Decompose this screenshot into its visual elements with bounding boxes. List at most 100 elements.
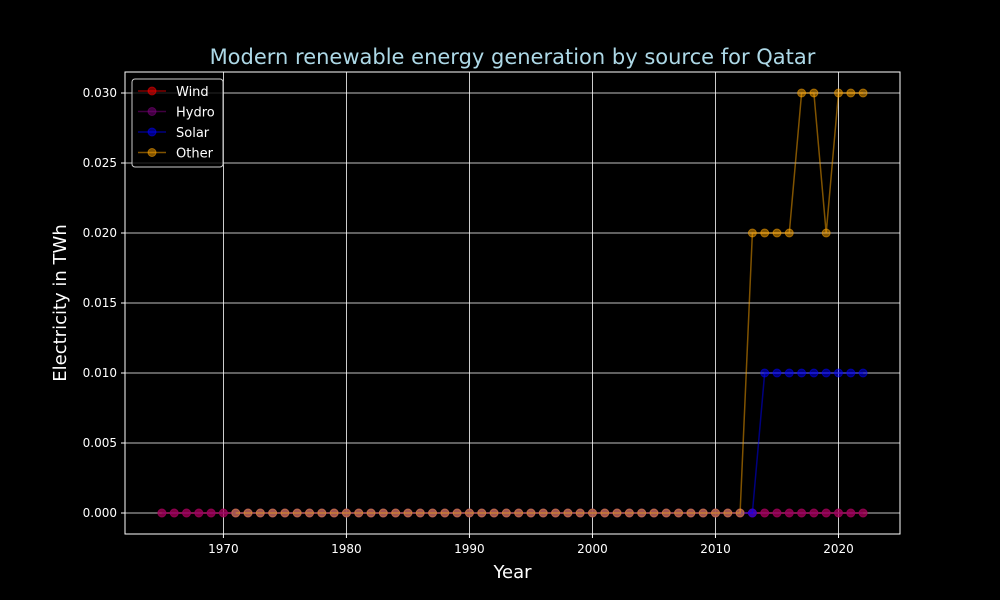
point-solar-2016 [784, 368, 794, 378]
point-other-2015 [772, 228, 782, 238]
point-other-2007 [674, 508, 684, 518]
point-other-2018 [809, 88, 819, 98]
legend-box [131, 78, 224, 168]
point-other-1980 [341, 508, 351, 518]
point-hydro-1969 [206, 508, 216, 518]
legend-label-wind: Wind [176, 85, 209, 100]
point-other-2010 [710, 508, 720, 518]
point-other-1989 [452, 508, 462, 518]
y-tick-label-3: 0.015 [83, 296, 117, 310]
point-solar-2020 [833, 368, 843, 378]
point-hydro-2019 [821, 508, 831, 518]
legend-marker-other [147, 148, 157, 157]
point-other-1997 [551, 508, 561, 518]
point-hydro-1966 [169, 508, 179, 518]
y-axis-title: Electricity in TWh [50, 224, 71, 381]
point-other-2014 [760, 228, 770, 238]
x-tick-label-4: 2010 [700, 542, 731, 556]
point-other-1991 [477, 508, 487, 518]
series-layer [157, 88, 868, 518]
point-other-2013 [747, 228, 757, 238]
point-other-2019 [821, 228, 831, 238]
point-other-1996 [538, 508, 548, 518]
point-other-1994 [514, 508, 524, 518]
point-other-1977 [305, 508, 315, 518]
point-other-1984 [391, 508, 401, 518]
point-other-2021 [846, 88, 856, 98]
point-solar-2019 [821, 368, 831, 378]
series-other [231, 88, 868, 518]
y-tick-label-4: 0.020 [83, 226, 117, 240]
chart-title: Modern renewable energy generation by so… [210, 45, 816, 69]
point-other-1992 [489, 508, 499, 518]
point-other-1990 [464, 508, 474, 518]
point-other-1975 [280, 508, 290, 518]
point-other-2008 [686, 508, 696, 518]
series-line-other [235, 92, 864, 514]
point-hydro-2015 [772, 508, 782, 518]
legend-marker-wind [147, 86, 157, 96]
point-solar-2014 [760, 368, 770, 378]
y-tick-label-2: 0.010 [83, 366, 117, 380]
y-tick-label-0: 0.000 [83, 506, 117, 520]
point-other-1988 [440, 508, 450, 518]
point-other-2002 [612, 508, 622, 518]
point-solar-2018 [809, 368, 819, 378]
legend-label-solar: Solar [176, 126, 210, 141]
point-hydro-2017 [797, 508, 807, 518]
point-other-1993 [501, 508, 511, 518]
legend-marker-solar [147, 127, 157, 137]
point-other-1973 [255, 508, 265, 518]
point-other-2009 [698, 508, 708, 518]
point-other-1985 [403, 508, 413, 518]
legend-label-hydro: Hydro [176, 106, 215, 121]
y-tick-label-1: 0.005 [83, 436, 117, 450]
point-other-1998 [563, 508, 573, 518]
point-other-1976 [292, 508, 302, 518]
x-axis-title: Year [492, 562, 532, 583]
point-hydro-2018 [809, 508, 819, 518]
legend: Wind Hydro Solar Other [131, 78, 224, 168]
point-other-2011 [723, 508, 733, 518]
point-other-1987 [428, 508, 438, 518]
point-other-1999 [575, 508, 585, 518]
point-hydro-1967 [182, 508, 192, 518]
point-other-1978 [317, 508, 327, 518]
y-tick-label-5: 0.025 [83, 156, 117, 170]
point-hydro-1968 [194, 508, 204, 518]
x-tick-label-1: 1980 [331, 542, 362, 556]
legend-label-other: Other [176, 147, 214, 162]
point-other-1979 [329, 508, 339, 518]
x-tick-label-3: 2000 [577, 542, 608, 556]
point-other-1972 [243, 508, 253, 518]
point-hydro-1970 [218, 508, 228, 518]
point-hydro-1965 [157, 508, 167, 518]
point-other-2022 [858, 88, 868, 98]
point-other-2020 [833, 88, 843, 98]
point-other-2012 [735, 508, 745, 518]
point-hydro-2021 [846, 508, 856, 518]
point-hydro-2014 [760, 508, 770, 518]
point-other-2000 [587, 508, 597, 518]
point-other-1986 [415, 508, 425, 518]
point-solar-2015 [772, 368, 782, 378]
point-other-1971 [231, 508, 241, 518]
x-tick-label-2: 1990 [454, 542, 485, 556]
x-tick-label-5: 2020 [823, 542, 854, 556]
point-other-1983 [378, 508, 388, 518]
point-other-1974 [268, 508, 278, 518]
point-other-2001 [600, 508, 610, 518]
point-solar-2017 [797, 368, 807, 378]
x-tick-label-0: 1970 [208, 542, 239, 556]
point-hydro-2022 [858, 508, 868, 518]
ticks: 1970 1980 1990 2000 2010 2020 0.000 0.005 0.010 0… [83, 86, 854, 556]
point-other-2006 [661, 508, 671, 518]
point-other-1995 [526, 508, 536, 518]
point-other-2004 [637, 508, 647, 518]
point-other-2003 [624, 508, 634, 518]
point-other-2005 [649, 508, 659, 518]
point-other-2017 [797, 88, 807, 98]
point-other-1982 [366, 508, 376, 518]
point-solar-2013 [747, 508, 757, 518]
